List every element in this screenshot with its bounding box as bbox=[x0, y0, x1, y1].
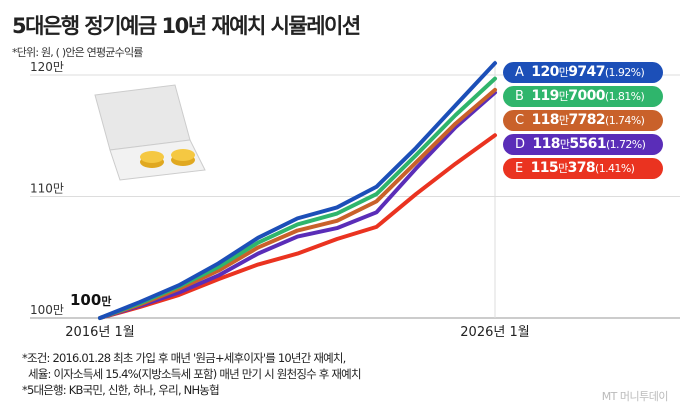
badge-rate: (1.72%) bbox=[605, 138, 646, 151]
badge-rate: (1.81%) bbox=[604, 90, 645, 103]
badge-name: C bbox=[515, 113, 524, 128]
series-line-D bbox=[98, 90, 497, 320]
badge-label-rest: 7782 bbox=[568, 112, 606, 128]
badge-label-main: 120 bbox=[531, 64, 559, 80]
y-tick-label: 120만 bbox=[30, 60, 64, 74]
value-badge-A: A 120만9747(1.92%) bbox=[503, 62, 663, 83]
badge-name: D bbox=[515, 137, 525, 152]
badge-name: E bbox=[515, 161, 523, 176]
logo: MT 머니투데이 bbox=[601, 390, 669, 403]
badge-rate: (1.74%) bbox=[605, 114, 645, 127]
value-badge-D: D 118만5561(1.72%) bbox=[503, 134, 663, 155]
footnotes: *조건: 2016.01.28 최초 가입 후 매년 '원금+세후이자'를 10… bbox=[22, 350, 362, 398]
badge-label-man: 만 bbox=[558, 66, 569, 79]
badge-label-rest: 9747 bbox=[568, 64, 605, 80]
badge-rate: (1.92%) bbox=[604, 66, 645, 79]
badge-label-main: 118 bbox=[531, 112, 559, 128]
badge-label-rest: 7000 bbox=[568, 88, 605, 104]
badge-label-main: 118 bbox=[532, 136, 560, 152]
badge-label-main: 119 bbox=[531, 88, 559, 104]
badge-name: B bbox=[515, 89, 524, 104]
badge-label-man: 만 bbox=[558, 162, 568, 175]
start-value-number: 100 bbox=[70, 291, 101, 309]
y-tick-label: 100만 bbox=[30, 303, 64, 317]
value-badge-C: C 118만7782(1.74%) bbox=[503, 110, 663, 131]
series-line-A bbox=[98, 61, 497, 320]
start-value-label: 100만 bbox=[70, 291, 111, 309]
badge-name: A bbox=[515, 65, 524, 80]
badge-label-man: 만 bbox=[559, 138, 570, 151]
laptop-coins-illustration bbox=[94, 84, 206, 181]
start-value-unit: 만 bbox=[101, 294, 111, 308]
badge-rate: (1.41%) bbox=[595, 162, 635, 175]
chart-title: 5대은행 정기예금 10년 재예치 시뮬레이션 bbox=[12, 14, 361, 38]
value-badge-B: B 119만7000(1.81%) bbox=[503, 86, 663, 107]
badge-label-rest: 378 bbox=[567, 160, 596, 176]
note-banks: *5대은행: KB국민, 신한, 하나, 우리, NH농협 bbox=[22, 383, 220, 397]
x-tick-label: 2026년 1월 bbox=[460, 325, 529, 340]
x-tick-label: 2016년 1월 bbox=[65, 325, 134, 340]
badge-label-main: 115 bbox=[530, 160, 559, 176]
unit-note: *단위: 원, ( )안은 연평균수익률 bbox=[12, 46, 143, 59]
note-tax: 세율: 이자소득세 15.4%(지방소득세 포함) 매년 만기 시 원천징수 후… bbox=[28, 367, 362, 381]
note-condition: *조건: 2016.01.28 최초 가입 후 매년 '원금+세후이자'를 10… bbox=[22, 351, 346, 365]
badge-label-rest: 5561 bbox=[569, 136, 606, 152]
y-tick-label: 110만 bbox=[30, 182, 64, 196]
value-badge-E: E 115만378(1.41%) bbox=[503, 158, 663, 179]
badge-label-man: 만 bbox=[558, 114, 569, 127]
badge-label-man: 만 bbox=[558, 90, 569, 103]
